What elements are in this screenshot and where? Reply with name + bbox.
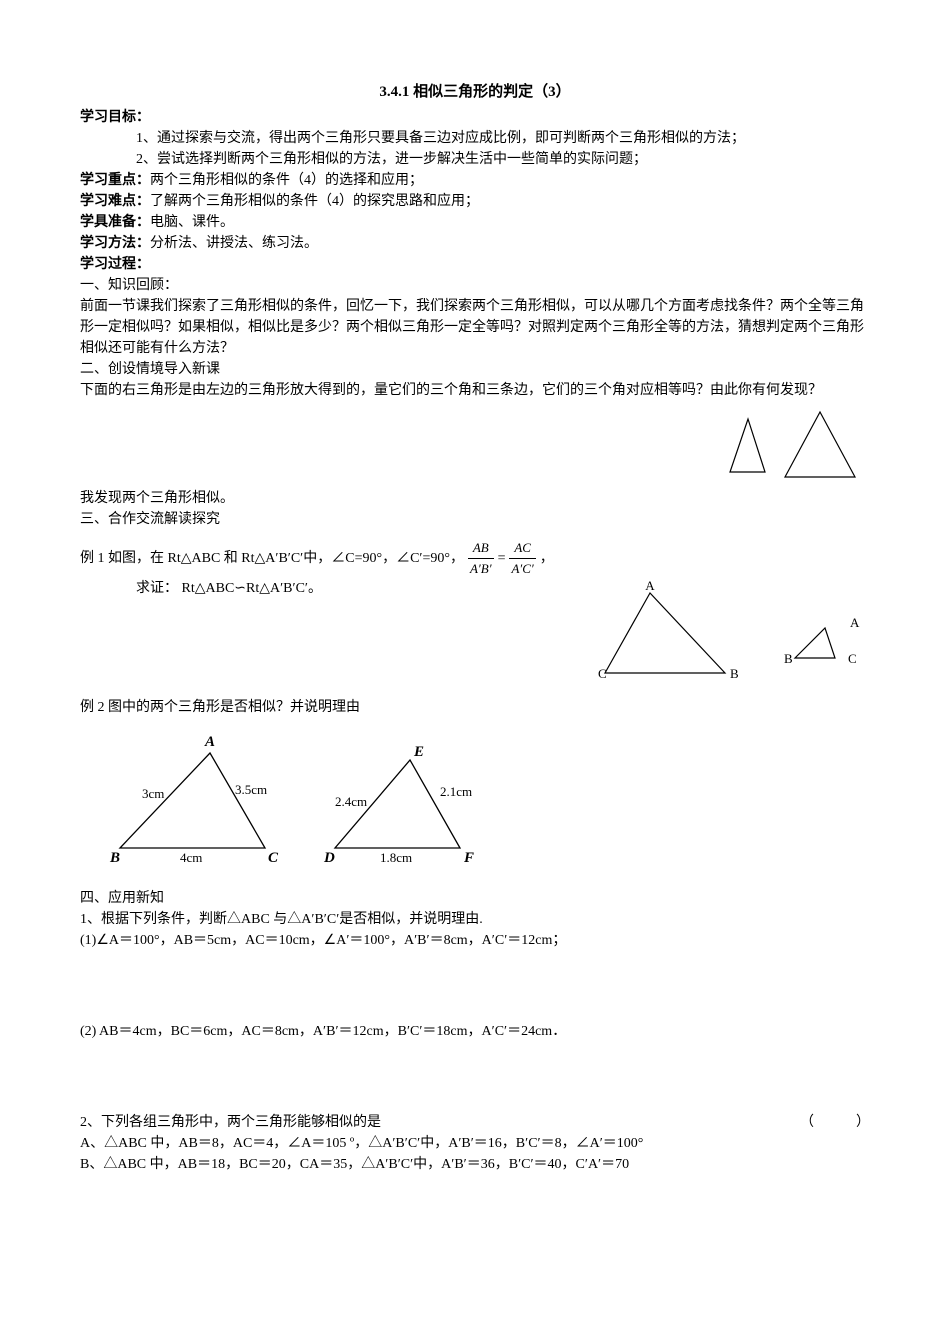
intro-triangles [80,407,870,482]
page: 3.4.1 相似三角形的判定（3） 学习目标： 1、通过探索与交流，得出两个三角… [0,0,950,1215]
svg-text:1.8cm: 1.8cm [380,850,412,865]
question-2-paren: （ ） [800,1112,870,1133]
spacer [80,1042,870,1112]
prep-text: 电脑、课件。 [150,215,234,230]
section-2-finding: 我发现两个三角形相似。 [80,488,870,509]
section-1-heading: 一、知识回顾： [80,275,870,296]
example-1-prove: 求证： Rt△ABC∽Rt△A′B′C′。 [80,578,570,599]
process-row: 学习过程： [80,254,870,275]
method-text: 分析法、讲授法、练习法。 [150,236,318,251]
method-heading: 学习方法： [80,236,150,251]
svg-text:3cm: 3cm [142,786,164,801]
fraction-equation: AB A′B′ = AC A′C′ [468,538,536,578]
svg-text:B: B [784,651,793,666]
frac-aprimecprime: A′C′ [509,558,535,579]
frac-ac: AC [514,538,531,558]
process-heading: 学习过程： [80,257,150,272]
question-1-2: (2) AB＝4cm，BC＝6cm，AC＝8cm，A′B′＝12cm，B′C′＝… [80,1021,870,1042]
goals-heading: 学习目标： [80,110,150,125]
question-2-option-a: A、△ABC 中，AB＝8，AC＝4，∠A＝105 º，△A′B′C′中，A′B… [80,1133,870,1154]
goal-2: 2、尝试选择判断两个三角形相似的方法，进一步解决生活中一些简单的实际问题； [80,149,870,170]
focus-text: 两个三角形相似的条件（4）的选择和应用； [150,173,423,188]
example-2-figure: A B C 3cm 3.5cm 4cm E D F 2.4cm 2.1cm 1.… [80,728,870,868]
prep-row: 学具准备：电脑、课件。 [80,212,870,233]
svg-text:B: B [109,850,120,866]
example-1-row: 求证： Rt△ABC∽Rt△A′B′C′。 A C B A B C [80,578,870,683]
section-2-paragraph: 下面的右三角形是由左边的三角形放大得到的，量它们的三个角和三条边，它们的三个角对… [80,380,870,401]
two-triangles-labeled: A B C 3cm 3.5cm 4cm E D F 2.4cm 2.1cm 1.… [80,728,500,868]
svg-text:D: D [323,850,335,866]
svg-text:A: A [645,578,655,593]
right-triangle-small: A B C [780,613,870,683]
example-1-figures: A C B A B C [590,578,870,683]
difficulty-text: 了解两个三角形相似的条件（4）的探究思路和应用； [150,194,479,209]
question-1-1: (1)∠A＝100°，AB＝5cm，AC＝10cm，∠A′＝100°，A′B′＝… [80,930,870,951]
difficulty-row: 学习难点：了解两个三角形相似的条件（4）的探究思路和应用； [80,191,870,212]
section-2-heading: 二、创设情境导入新课 [80,359,870,380]
section-2-row: 下面的右三角形是由左边的三角形放大得到的，量它们的三个角和三条边，它们的三个角对… [80,380,870,401]
svg-text:2.1cm: 2.1cm [440,784,472,799]
svg-text:3.5cm: 3.5cm [235,782,267,797]
question-2-row: 2、下列各组三角形中，两个三角形能够相似的是 （ ） [80,1112,870,1133]
svg-text:B: B [730,666,739,681]
svg-text:A: A [204,734,215,750]
section-3-heading: 三、合作交流解读探究 [80,509,870,530]
section-1-paragraph: 前面一节课我们探索了三角形相似的条件，回忆一下，我们探索两个三角形相似，可以从哪… [80,296,870,359]
example-1-text-a: 例 1 如图，在 Rt△ABC 和 Rt△A′B′C′中，∠C=90°，∠C′=… [80,548,464,569]
prep-heading: 学具准备： [80,215,150,230]
focus-heading: 学习重点： [80,173,150,188]
goals-heading-row: 学习目标： [80,107,870,128]
example-1-comma: ， [540,548,554,569]
svg-text:4cm: 4cm [180,850,202,865]
doc-title: 3.4.1 相似三角形的判定（3） [80,80,870,101]
difficulty-heading: 学习难点： [80,194,150,209]
example-1-line-1: 例 1 如图，在 Rt△ABC 和 Rt△A′B′C′中，∠C=90°，∠C′=… [80,538,870,578]
svg-text:A: A [850,615,860,630]
example-2-heading: 例 2 图中的两个三角形是否相似？并说明理由 [80,697,870,718]
svg-text:C: C [268,850,279,866]
question-2-option-b: B、△ABC 中，AB＝18，BC＝20，CA＝35，△A′B′C′中，A′B′… [80,1154,870,1175]
goal-1: 1、通过探索与交流，得出两个三角形只要具备三边对应成比例，即可判断两个三角形相似… [80,128,870,149]
right-triangle-large: A C B [590,578,740,683]
triangle-pair-icon [700,407,870,482]
section-4-heading: 四、应用新知 [80,888,870,909]
svg-text:C: C [598,666,607,681]
focus-row: 学习重点：两个三角形相似的条件（4）的选择和应用； [80,170,870,191]
frac-aprimebprime: A′B′ [468,558,494,579]
frac-ab: AB [473,538,489,558]
svg-text:E: E [413,744,424,760]
svg-text:2.4cm: 2.4cm [335,794,367,809]
question-2-heading: 2、下列各组三角形中，两个三角形能够相似的是 [80,1112,381,1133]
spacer [80,951,870,1021]
question-1-heading: 1、根据下列条件，判断△ABC 与△A′B′C′是否相似，并说明理由. [80,909,870,930]
svg-text:F: F [463,850,474,866]
method-row: 学习方法：分析法、讲授法、练习法。 [80,233,870,254]
svg-text:C: C [848,651,857,666]
